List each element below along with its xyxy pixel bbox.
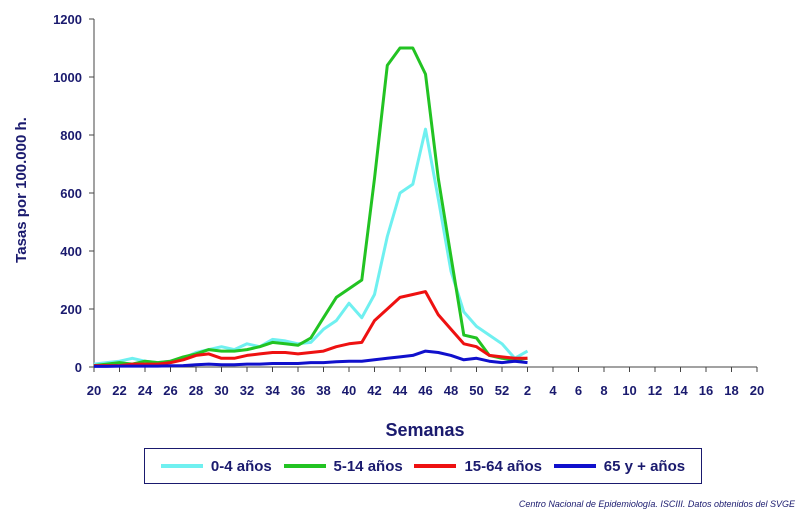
x-tick-label: 18 [724, 383, 738, 398]
x-tick-label: 30 [214, 383, 228, 398]
x-tick-label: 2 [524, 383, 531, 398]
series-lines [93, 46, 529, 368]
legend-swatch [414, 464, 457, 468]
legend-item: 65 y + años [553, 457, 686, 475]
y-axis-ticks: 0 200 400 600 800 1000 1200 [53, 12, 94, 375]
x-tick-label: 52 [495, 383, 509, 398]
x-tick-label: 22 [112, 383, 126, 398]
x-tick-label: 44 [393, 383, 408, 398]
x-tick-label: 24 [138, 383, 153, 398]
x-tick-label: 4 [549, 383, 557, 398]
series-line-1 [93, 46, 528, 368]
y-tick-label: 600 [60, 186, 82, 201]
legend-swatch [283, 464, 326, 468]
x-tick-label: 20 [87, 383, 101, 398]
legend-item: 15-64 años [414, 458, 542, 475]
x-tick-label: 38 [316, 383, 330, 398]
x-tick-label: 40 [342, 383, 356, 398]
x-tick-label: 36 [291, 383, 305, 398]
x-tick-label: 12 [648, 383, 662, 398]
legend-item: 5-14 años [283, 457, 403, 475]
x-axis-ticks: 20 22 24 26 28 30 32 34 36 38 40 42 44 46 48 50 52 2 4 6 8 10… [87, 367, 764, 398]
x-axis-title: Semanas [385, 420, 464, 440]
x-tick-label: 26 [163, 383, 177, 398]
y-axis-title: Tasas por 100.000 h. [13, 117, 30, 263]
x-tick-label: 20 [750, 383, 764, 398]
x-tick-label: 32 [240, 383, 254, 398]
source-note: Centro Nacional de Epidemiología. ISCIII… [518, 499, 795, 509]
y-tick-label: 800 [60, 128, 82, 143]
y-tick-label: 400 [60, 244, 82, 259]
x-tick-label: 48 [444, 383, 458, 398]
x-tick-label: 8 [600, 383, 607, 398]
legend-label: 15-64 años [464, 457, 543, 475]
x-tick-label: 28 [189, 383, 203, 398]
x-tick-label: 46 [418, 383, 432, 398]
legend-swatch [160, 464, 203, 468]
legend-label: 0-4 años [210, 457, 272, 475]
x-tick-label: 6 [575, 383, 582, 398]
x-tick-label: 16 [699, 383, 713, 398]
legend-item: 0-4 años [160, 457, 272, 475]
legend-label: 65 y + años [603, 457, 686, 475]
y-tick-label: 200 [60, 302, 82, 317]
y-tick-label: 1000 [53, 70, 82, 85]
x-tick-label: 50 [469, 383, 483, 398]
x-tick-label: 14 [673, 383, 688, 398]
legend-label: 5-14 años [333, 457, 403, 475]
y-tick-label: 1200 [53, 12, 82, 27]
legend: 0-4 años 5-14 años 15-64 años 65 y + años [144, 448, 702, 484]
y-tick-label: 0 [75, 360, 82, 375]
x-tick-label: 10 [622, 383, 636, 398]
series-line-2 [94, 290, 528, 368]
legend-swatch [553, 464, 596, 468]
series-line-3 [94, 349, 528, 368]
x-tick-label: 34 [265, 383, 280, 398]
x-tick-label: 42 [367, 383, 381, 398]
